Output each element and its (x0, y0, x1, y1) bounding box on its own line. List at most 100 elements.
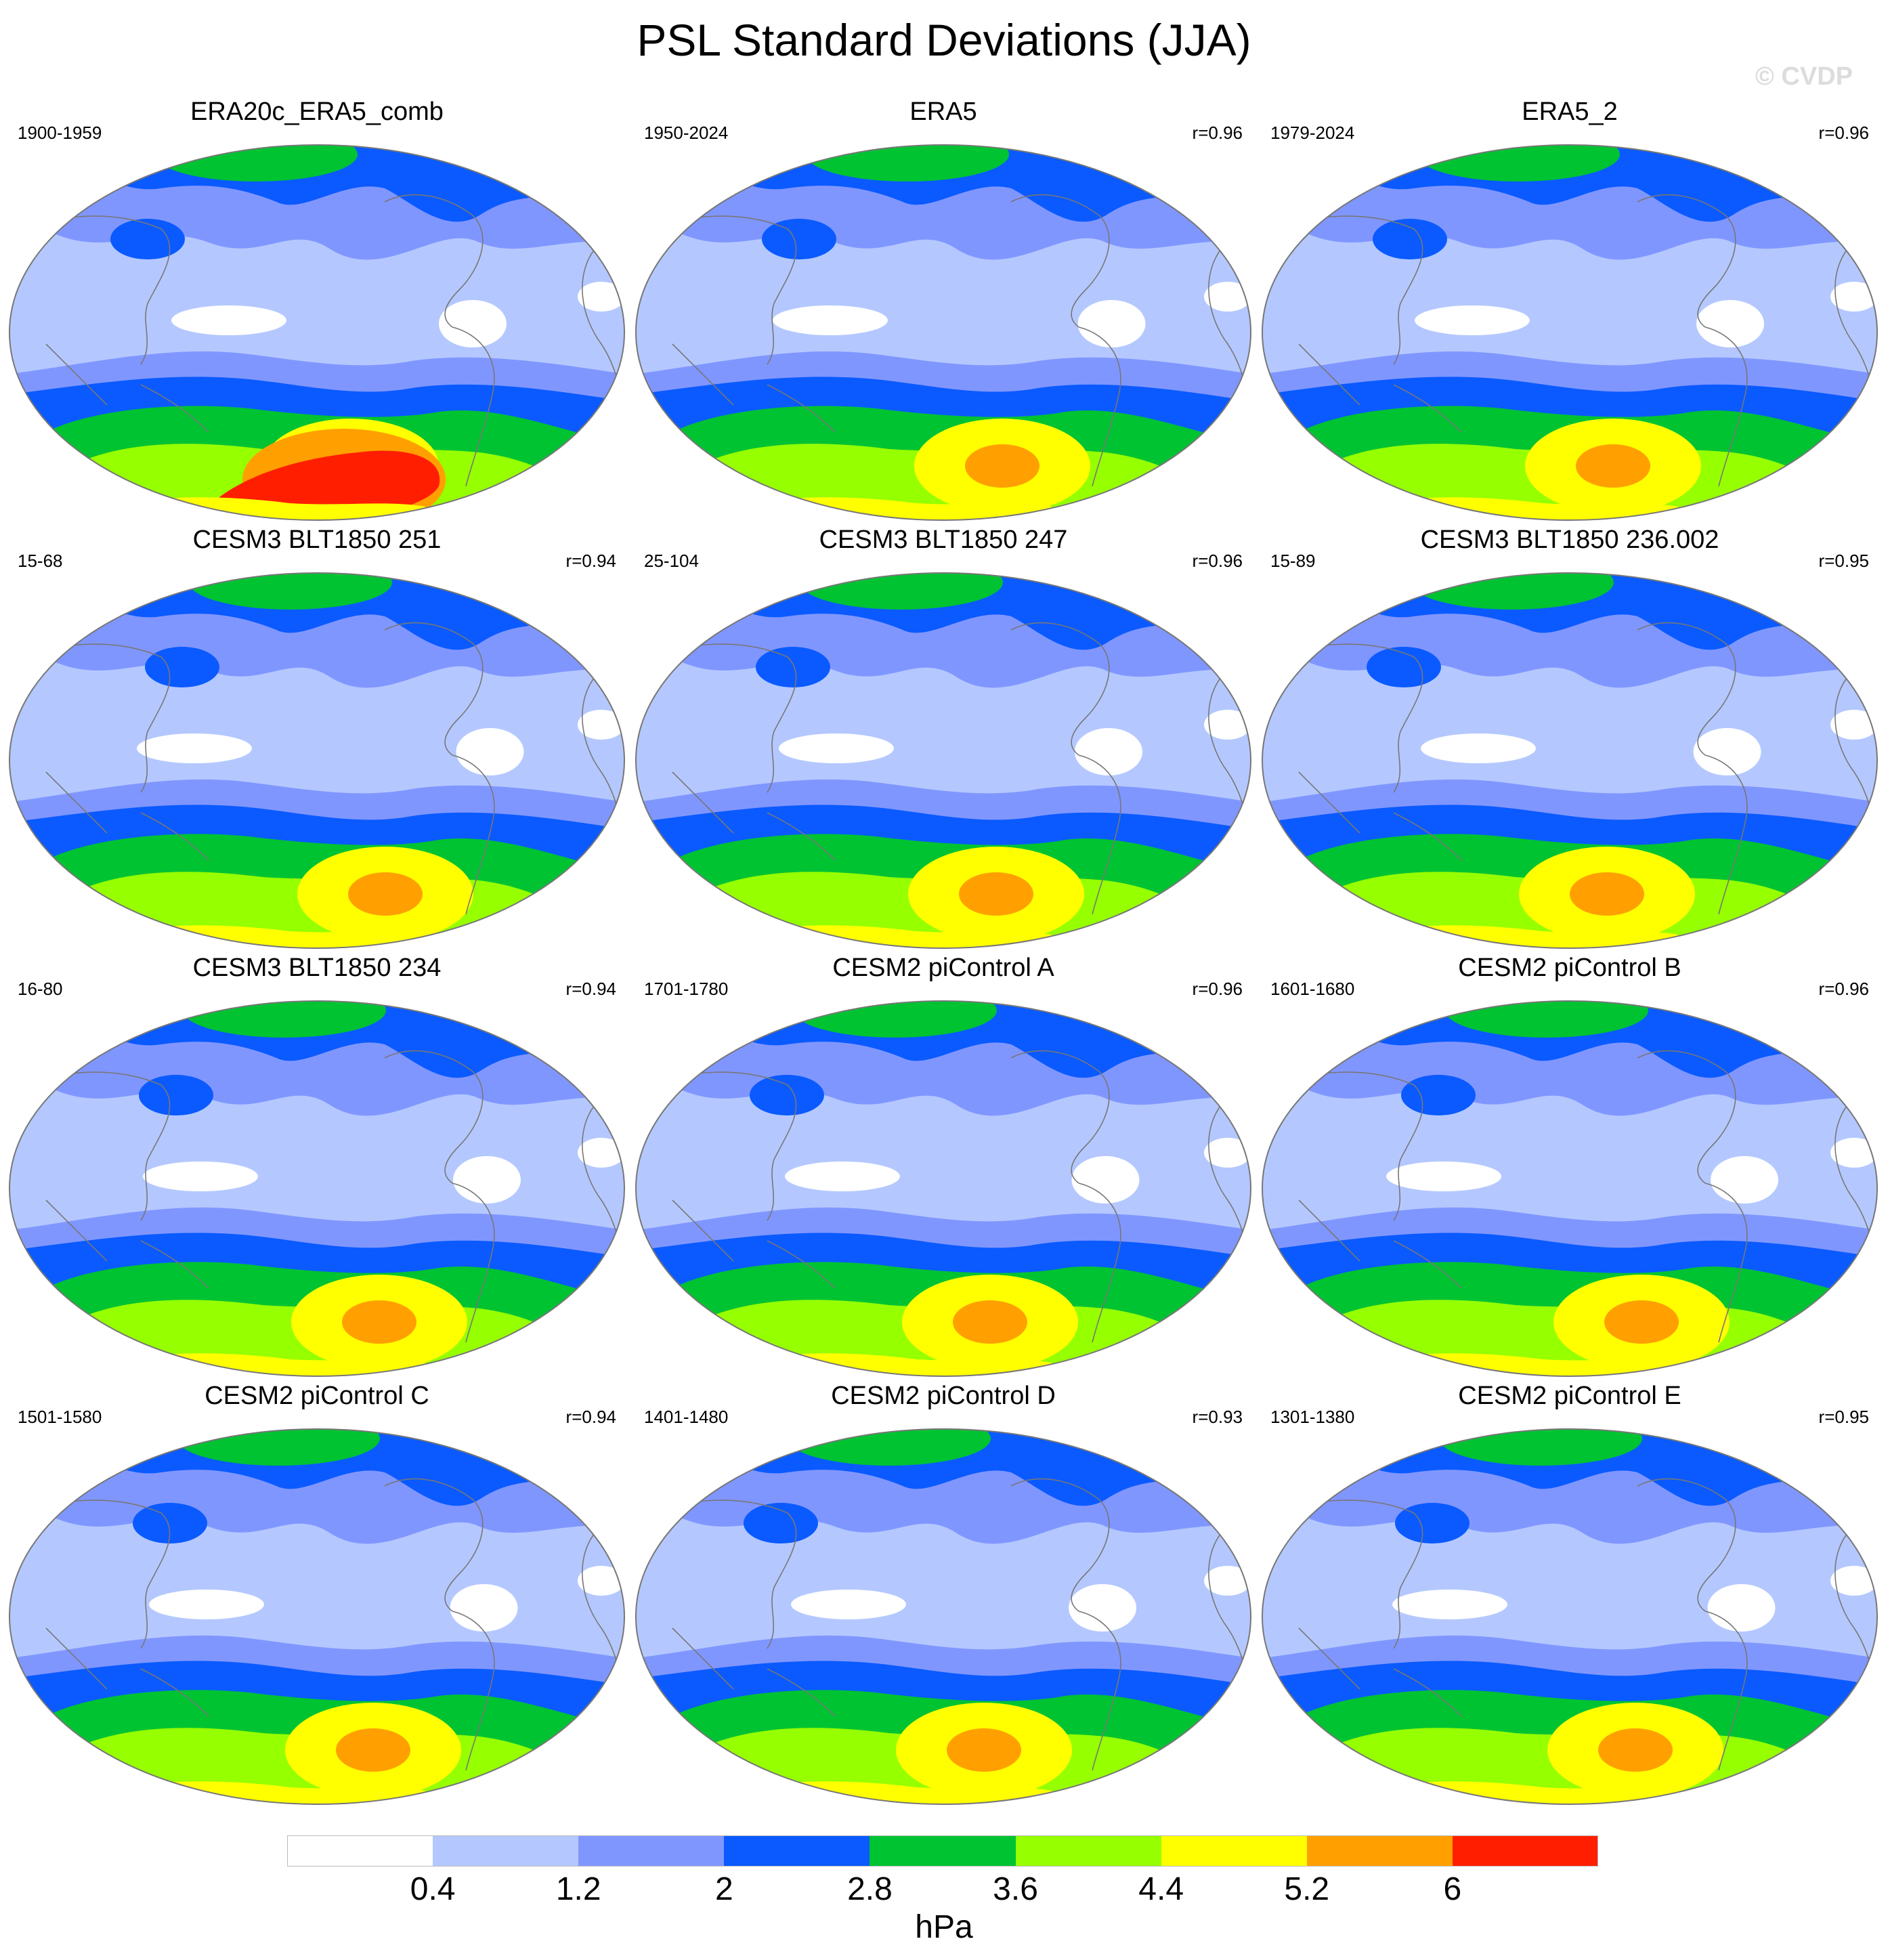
contour-fill-tropical-min (1830, 710, 1877, 740)
coastline (45, 343, 209, 433)
coastline (452, 1183, 495, 1343)
panel-title: CESM2 piControl C (205, 1382, 429, 1410)
contour-fill-tropical-min (1392, 1590, 1507, 1619)
coastline (1298, 1199, 1462, 1289)
colorbar-tick-label: 4.4 (1138, 1871, 1184, 1907)
contour-fill-south-peak (1570, 872, 1644, 916)
contour-fill-north-pacific-low (1395, 1503, 1469, 1543)
contour-fill-north-pacific-low (145, 647, 219, 687)
world-map (635, 572, 1251, 949)
contour-fill-south-peak (953, 1300, 1027, 1344)
panel-title: CESM3 BLT1850 234 (192, 954, 442, 982)
world-map (9, 144, 625, 521)
colorbar-tick-label: 3.6 (993, 1871, 1038, 1907)
colorbar-segment (578, 1835, 725, 1867)
panel-title: CESM3 BLT1850 236.002 (1420, 526, 1719, 554)
contour-fill-arctic (189, 573, 392, 610)
coastline (452, 326, 495, 487)
panel-correlation: r=0.95 (1818, 1407, 1869, 1427)
world-map (1262, 572, 1878, 949)
coastline (645, 1071, 797, 1221)
coastline (1298, 343, 1462, 433)
contour-fill-arctic (183, 1001, 386, 1038)
contour-fill-tropical-min (1204, 282, 1251, 312)
panel-title: CESM2 piControl E (1458, 1382, 1681, 1410)
contour-fill-tropical-min (1696, 300, 1764, 347)
colorbar-segment (1452, 1835, 1598, 1867)
coastline (1637, 1050, 1736, 1184)
map-panel: CESM3 BLT1850 234 16-80 r=0.94 (5, 952, 628, 1380)
contour-fill-north-pacific-low (756, 647, 830, 687)
panel-correlation: r=0.95 (1818, 551, 1869, 571)
contour-fill-tropical-min (1386, 1162, 1501, 1191)
contour-fill-tropical-min (1077, 300, 1146, 347)
contour-fill-north-pacific-low (133, 1503, 207, 1543)
contour-fill-tropical-min (1204, 710, 1251, 740)
panel-correlation: r=0.94 (565, 979, 616, 999)
coastline (1298, 1627, 1462, 1717)
colorbar-segment (1015, 1835, 1161, 1867)
coastline (18, 643, 171, 793)
contour-fill-tropical-min (453, 1156, 521, 1203)
map-frame (635, 144, 1251, 521)
coastline (672, 343, 836, 433)
colorbar-tick-label: 2 (714, 1871, 733, 1907)
coastline (672, 1627, 836, 1717)
colorbar-segment (287, 1835, 433, 1867)
coastline (18, 1499, 171, 1649)
panel-title: ERA5 (909, 98, 977, 126)
colorbar-segment (1161, 1835, 1307, 1867)
world-map (1262, 144, 1878, 521)
colorbar-tick-label: 1.2 (555, 1871, 601, 1907)
map-panel: CESM2 piControl D 1401-1480 r=0.93 (632, 1380, 1255, 1808)
colorbar-segment (724, 1835, 870, 1867)
coastline (1078, 1183, 1121, 1343)
map-frame (1262, 1000, 1878, 1377)
panel-title: ERA5_2 (1522, 98, 1618, 126)
coastline (1010, 622, 1110, 756)
panel-correlation: r=0.93 (1192, 1407, 1243, 1427)
world-map (9, 1000, 625, 1377)
coastline (18, 1071, 171, 1221)
panel-title: CESM2 piControl A (832, 954, 1054, 982)
coastline (1010, 1050, 1110, 1184)
map-frame (1262, 1428, 1878, 1805)
contour-fill-tropical-min (149, 1590, 264, 1619)
coastline (1704, 326, 1748, 487)
panel-title: CESM2 piControl D (831, 1382, 1056, 1410)
contour-fill-tropical-min (1711, 1156, 1778, 1203)
contour-fill-arctic (1417, 145, 1620, 182)
map-frame (635, 1000, 1251, 1377)
colorbar (287, 1835, 1598, 1867)
contour-fill-south-peak (1576, 444, 1650, 488)
panel-correlation: r=0.96 (1192, 551, 1243, 571)
coastline (452, 1611, 495, 1771)
coastline (1637, 622, 1736, 756)
contour-fill-tropical-min (450, 1584, 518, 1632)
coastline (1078, 326, 1121, 487)
contour-fill-south-peak (336, 1728, 410, 1772)
world-map (635, 144, 1251, 521)
panel-years: 1301-1380 (1270, 1407, 1355, 1427)
contour-fill-tropical-min (143, 1162, 258, 1191)
contour-fill-arctic (1411, 573, 1614, 610)
coastline (1010, 1478, 1110, 1612)
panel-correlation: r=0.94 (565, 551, 616, 571)
panel-years: 1601-1680 (1270, 979, 1355, 999)
map-panel: CESM2 piControl C 1501-1580 r=0.94 (5, 1380, 628, 1808)
contour-fill-tropical-min (779, 733, 894, 763)
coastline (645, 1499, 797, 1649)
contour-fill-tropical-min (1421, 733, 1536, 763)
contour-fill-north-pacific-low (744, 1503, 818, 1543)
coastline (1271, 215, 1423, 365)
contour-fill-north-pacific-low (110, 219, 185, 259)
map-panel: CESM3 BLT1850 247 25-104 r=0.96 (632, 524, 1255, 952)
contour-fill-tropical-min (1830, 282, 1877, 312)
coastline (1010, 194, 1110, 328)
contour-fill-north-pacific-low (139, 1075, 213, 1115)
panel-years: 1701-1780 (644, 979, 729, 999)
coastline (384, 1478, 484, 1612)
coastline (452, 754, 495, 915)
coastline (1704, 754, 1748, 915)
map-frame (9, 572, 625, 949)
